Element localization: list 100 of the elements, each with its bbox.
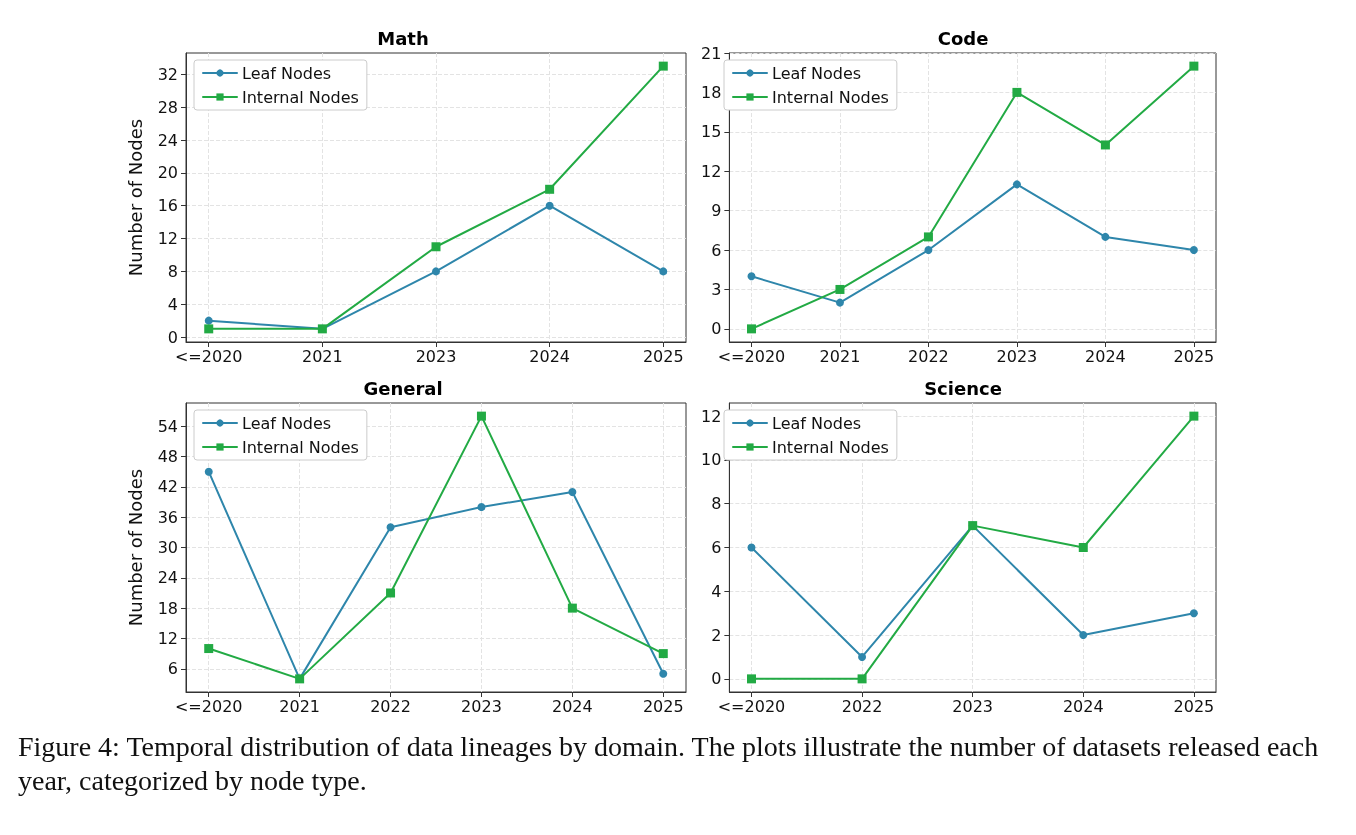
y-axis-title: Number of Nodes [124,468,146,627]
point [386,523,395,532]
y-tick-label: 0 [711,319,722,339]
point [659,267,668,276]
point [1079,631,1088,640]
y-tick-label: 21 [701,43,722,63]
y-tick-label: 3 [711,279,722,299]
point [1100,140,1110,150]
x-tick-label: 2024 [1085,346,1126,366]
point [1012,180,1021,189]
point [923,232,933,242]
y-tick-label: 24 [157,568,178,588]
x-tick-label: 2021 [819,346,861,366]
y-tick-label: 18 [157,598,178,618]
point [386,588,396,598]
y-tick-label: 20 [157,163,178,183]
point [1101,232,1110,241]
chart-title: Math [377,27,429,49]
y-tick-label: 2 [711,625,722,645]
y-tick-label: 6 [711,538,722,557]
point [924,246,933,255]
x-tick-label: <=2020 [174,696,243,716]
point [204,644,214,654]
point [204,467,213,476]
y-tick-label: 16 [157,196,178,216]
point [432,267,440,276]
point [835,298,844,307]
y-tick-label: 4 [711,581,722,601]
point [746,324,756,334]
y-tick-label: 9 [711,201,722,221]
y-tick-label: 48 [157,447,178,467]
chart-title: Code [937,27,989,49]
legend-label: Leaf Nodes [772,413,862,433]
legend-label: Internal Nodes [772,437,889,457]
x-tick-label: 2021 [279,696,320,716]
x-tick-label: 2022 [841,696,883,716]
point [477,503,486,512]
x-tick-label: 2024 [529,346,570,366]
y-tick-label: 30 [157,538,178,557]
y-tick-label: 12 [157,628,178,648]
point [746,674,756,684]
x-tick-label: 2021 [302,346,343,366]
x-tick-label: 2025 [1173,696,1215,716]
y-tick-label: 0 [711,669,722,689]
x-tick-label: 2024 [552,696,593,716]
point [431,242,441,252]
y-tick-label: 28 [157,97,178,117]
y-tick-label: 6 [167,659,178,679]
chart-title: Science [924,377,1002,399]
legend-label: Leaf Nodes [242,63,332,83]
point [204,324,214,334]
y-tick-label: 42 [157,477,178,497]
point [204,316,213,325]
x-tick-label: 2025 [1173,346,1215,366]
x-tick-label: 2023 [461,696,502,716]
point [1078,543,1088,552]
point [835,284,845,294]
y-tick-label: 54 [157,416,178,436]
x-tick-label: 2024 [1062,696,1104,716]
y-tick-label: 15 [701,122,722,142]
y-tick-label: 12 [701,406,722,426]
point [1189,61,1199,71]
point [567,603,577,613]
point [545,184,555,194]
y-tick-label: 32 [157,64,178,84]
legend-label: Internal Nodes [772,87,889,107]
x-tick-label: 2023 [952,696,994,716]
y-tick-label: 6 [711,240,722,260]
y-tick-label: 4 [167,294,178,314]
legend-label: Leaf Nodes [242,413,332,433]
x-tick-label: 2023 [415,346,457,366]
point [747,543,756,552]
point [1189,411,1199,421]
legend-label: Internal Nodes [242,437,359,457]
y-tick-label: 24 [157,130,178,150]
point [659,669,668,678]
legend-label: Internal Nodes [242,87,359,107]
y-tick-label: 18 [701,82,722,102]
y-axis-title: Number of Nodes [124,118,146,277]
y-tick-label: 8 [711,494,722,514]
caption: Figure 4: Temporal distribution of data lineages by domain. The plots illustrate the number of datasets released each year, categorized by node type. [18,730,1320,798]
point [858,652,867,661]
x-tick-label: <=2020 [717,696,786,716]
y-tick-label: 12 [157,229,178,249]
y-tick-label: 8 [167,261,178,281]
point [568,487,577,496]
point [857,674,867,684]
point [1012,87,1022,97]
x-tick-label: <=2020 [174,346,243,366]
y-tick-label: 12 [701,161,722,181]
x-tick-label: 2025 [642,696,684,716]
y-tick-label: 36 [157,507,178,527]
y-tick-label: 0 [167,327,178,347]
x-tick-label: <=2020 [717,346,786,366]
point [476,411,486,421]
legend-label: Leaf Nodes [772,63,862,83]
point [545,201,554,210]
x-tick-label: 2023 [996,346,1038,366]
chart-title: General [363,377,443,399]
x-tick-label: 2022 [370,696,411,716]
